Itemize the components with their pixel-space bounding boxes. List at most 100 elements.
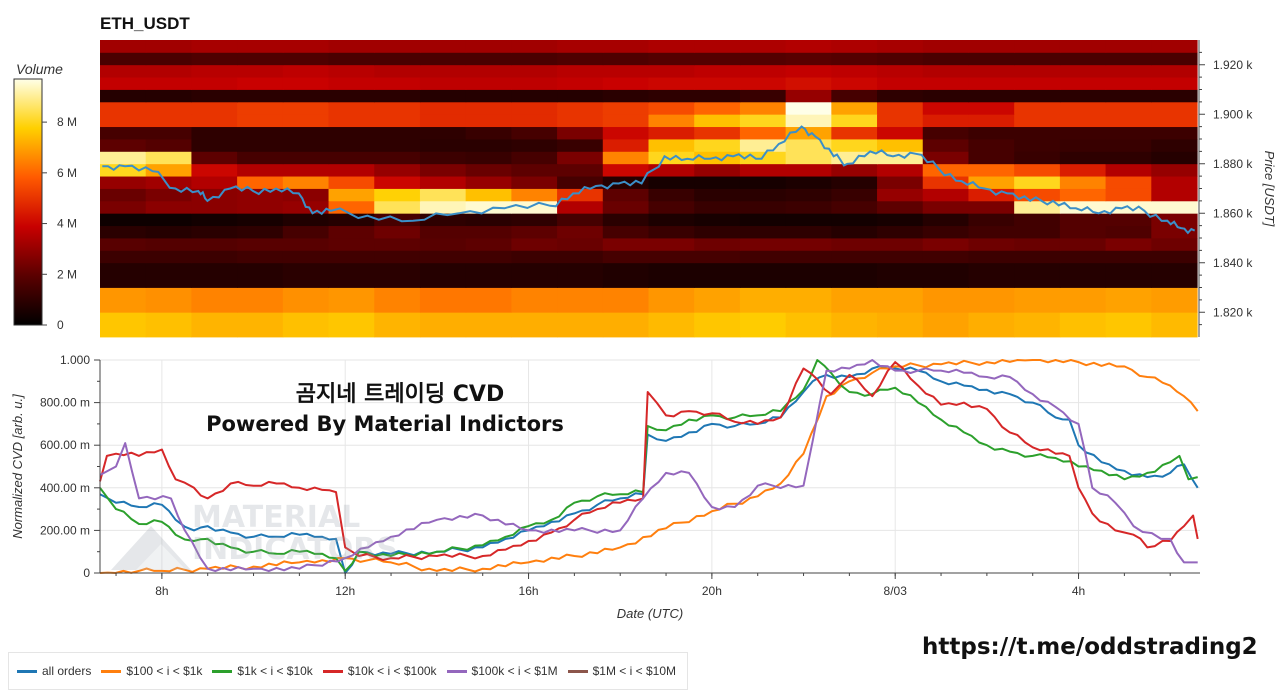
colorbar-label: Volume xyxy=(16,61,63,77)
heatmap-cell xyxy=(282,139,330,152)
heatmap-cell xyxy=(145,151,193,165)
heatmap-cell xyxy=(739,213,787,227)
heatmap-cell xyxy=(1059,262,1107,288)
heatmap-cell xyxy=(374,312,421,338)
heatmap-cell xyxy=(191,225,238,239)
heatmap-cell xyxy=(100,238,147,251)
heatmap-cell xyxy=(739,89,787,103)
heatmap-cell xyxy=(511,151,558,165)
heatmap-cell xyxy=(602,188,650,202)
heatmap-cell xyxy=(1014,287,1061,313)
heatmap-cell xyxy=(191,64,238,78)
heatmap-cell xyxy=(328,176,375,189)
heatmap-cell xyxy=(739,114,787,128)
heatmap-cell xyxy=(1059,40,1107,53)
heatmap-cell xyxy=(831,89,878,103)
heatmap-cell xyxy=(1105,52,1152,66)
heatmap-cell xyxy=(602,225,650,239)
legend-item-c10k[interactable]: $10k < i < $100k xyxy=(322,664,437,678)
telegram-link[interactable]: https://t.me/oddstrading2 xyxy=(922,634,1258,660)
heatmap-cell xyxy=(785,262,832,288)
legend-item-c100[interactable]: $100 < i < $1k xyxy=(101,664,202,678)
heatmap-cell xyxy=(191,238,238,251)
heatmap-cell xyxy=(694,163,741,177)
heatmap-cell xyxy=(1151,126,1198,140)
heatmap-cell xyxy=(922,312,970,338)
heatmap-cell xyxy=(465,312,512,338)
heatmap-cell xyxy=(328,64,375,78)
heatmap-cell xyxy=(648,200,695,214)
heatmap-cell xyxy=(877,287,924,313)
heatmap-cell xyxy=(648,287,695,313)
legend-label: $1k < i < $10k xyxy=(237,664,313,678)
heatmap-cell xyxy=(1105,126,1152,140)
heatmap-cell xyxy=(1105,40,1152,53)
heatmap-cell xyxy=(1014,40,1061,53)
cvd-x-tick-label: 20h xyxy=(702,584,722,598)
cvd-x-tick-label: 4h xyxy=(1072,584,1085,598)
heatmap-cell xyxy=(1059,188,1107,202)
heatmap-cell xyxy=(191,101,238,115)
heatmap-cell xyxy=(1014,262,1061,288)
heatmap-cell xyxy=(1059,225,1107,239)
heatmap-cell xyxy=(922,139,970,152)
heatmap-cell xyxy=(877,114,924,128)
heatmap-cell xyxy=(374,151,421,165)
heatmap-cell xyxy=(922,52,970,66)
heatmap-cell xyxy=(145,250,193,264)
heatmap-cell xyxy=(465,238,512,251)
heatmap-cell xyxy=(602,250,650,264)
heatmap-cell xyxy=(100,64,147,78)
heatmap-cell xyxy=(739,40,787,53)
heatmap-cell xyxy=(694,176,741,189)
heatmap-cell xyxy=(145,126,193,140)
heatmap-cell xyxy=(100,126,147,140)
legend-item-all[interactable]: all orders xyxy=(17,664,91,678)
heatmap-cell xyxy=(1059,126,1107,140)
heatmap-cell xyxy=(328,151,375,165)
heatmap-cell xyxy=(191,89,238,103)
cvd-y-tick-label: 400.00 m xyxy=(40,481,90,495)
heatmap-cell xyxy=(419,287,467,313)
heatmap-cell xyxy=(328,101,375,115)
legend-item-c1m[interactable]: $1M < i < $10M xyxy=(567,664,676,678)
heatmap-cell xyxy=(419,200,467,214)
heatmap-cell xyxy=(282,238,330,251)
heatmap-cell xyxy=(328,52,375,66)
heatmap-cell xyxy=(419,225,467,239)
heatmap-cell xyxy=(648,262,695,288)
heatmap-cell xyxy=(785,287,832,313)
heatmap-cell xyxy=(511,262,558,288)
heatmap-cell xyxy=(328,163,375,177)
heatmap-cell xyxy=(374,200,421,214)
heatmap-cell xyxy=(877,312,924,338)
heatmap-cell xyxy=(739,188,787,202)
heatmap-cell xyxy=(419,262,467,288)
heatmap-cell xyxy=(328,312,375,338)
heatmap-cell xyxy=(1059,64,1107,78)
heatmap-cell xyxy=(1014,238,1061,251)
heatmap-cell xyxy=(419,101,467,115)
heatmap-cell xyxy=(374,126,421,140)
heatmap-cell xyxy=(877,139,924,152)
heatmap-cell xyxy=(877,40,924,53)
heatmap-cell xyxy=(1151,101,1198,115)
cvd-x-tick-label: 8h xyxy=(155,584,168,598)
legend-item-c1k[interactable]: $1k < i < $10k xyxy=(212,664,313,678)
heatmap-cell xyxy=(968,262,1015,288)
heatmap-cell xyxy=(1014,312,1061,338)
heatmap-cell xyxy=(465,52,512,66)
heatmap-cell xyxy=(511,200,558,214)
heatmap-cell xyxy=(739,77,787,90)
heatmap-cell xyxy=(282,89,330,103)
heatmap-cell xyxy=(100,262,147,288)
heatmap-cell xyxy=(100,213,147,227)
heatmap-cell xyxy=(831,312,878,338)
cvd-series-c100 xyxy=(99,359,1199,574)
heatmap-cell xyxy=(374,52,421,66)
heatmap-cell xyxy=(922,188,970,202)
legend-item-c100k[interactable]: $100k < i < $1M xyxy=(446,664,558,678)
heatmap-cell xyxy=(1059,238,1107,251)
heatmap-cell xyxy=(419,114,467,128)
heatmap-cell xyxy=(831,52,878,66)
